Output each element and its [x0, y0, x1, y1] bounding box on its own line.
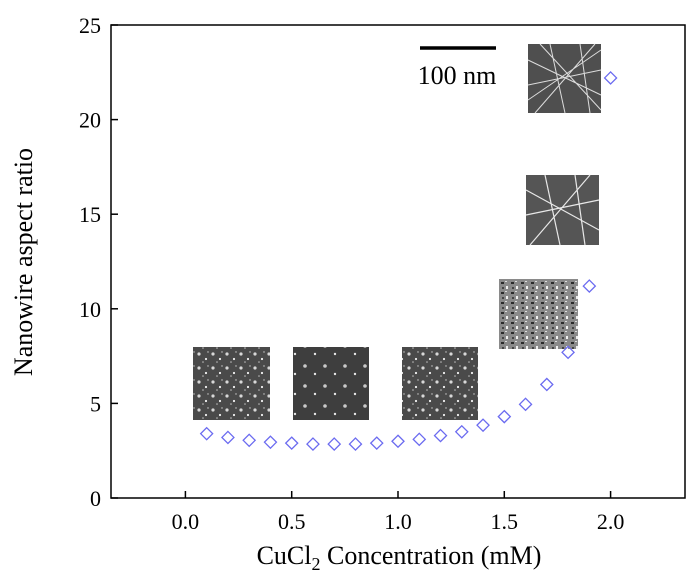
- x-axis-title-prefix: CuCl: [257, 541, 312, 570]
- data-point: [454, 424, 469, 439]
- data-point: [327, 437, 342, 451]
- data-point: [199, 426, 214, 441]
- data-points: [199, 71, 618, 451]
- y-tick-label: 0: [90, 486, 101, 511]
- y-tick-label: 10: [79, 297, 101, 322]
- data-point: [561, 345, 575, 360]
- data-point: [242, 433, 257, 448]
- data-point: [433, 428, 448, 443]
- y-tick-label: 15: [79, 202, 101, 227]
- data-point: [603, 71, 618, 85]
- x-tick-label: 2.0: [597, 509, 625, 534]
- data-point: [412, 432, 427, 447]
- data-point: [518, 397, 533, 412]
- x-axis-title-subscript: 2: [311, 554, 320, 574]
- y-tick-label: 5: [90, 391, 101, 416]
- data-point: [348, 437, 363, 451]
- sem-inset-6: [527, 43, 602, 114]
- y-axis-ticks: 0 5 10 15 20 25: [79, 13, 118, 511]
- y-axis-title: Nanowire aspect ratio: [9, 148, 38, 376]
- x-tick-label: 1.5: [491, 509, 519, 534]
- x-tick-label: 1.0: [384, 509, 412, 534]
- data-point: [369, 436, 384, 451]
- data-point: [221, 430, 235, 445]
- x-axis-title: CuCl2 Concentration (mM): [257, 541, 542, 574]
- data-point: [497, 409, 512, 424]
- sem-inset-4: [499, 279, 578, 349]
- data-point: [539, 377, 554, 392]
- x-axis-title-suffix: Concentration (mM): [320, 541, 541, 570]
- y-tick-label: 20: [79, 108, 101, 133]
- y-tick-label: 25: [79, 13, 101, 38]
- data-point: [306, 437, 320, 451]
- sem-inset-1: [193, 347, 270, 420]
- data-point: [263, 435, 278, 450]
- sem-inset-2: [293, 347, 369, 420]
- scale-bar-label: 100 nm: [418, 61, 497, 90]
- sem-inset-5: [525, 174, 600, 246]
- data-point: [284, 436, 299, 451]
- data-point: [476, 418, 490, 433]
- inset-images: [193, 43, 602, 420]
- sem-inset-3: [402, 347, 478, 420]
- x-axis-ticks: 0.0 0.5 1.0 1.5 2.0: [172, 491, 625, 534]
- data-point: [391, 434, 405, 449]
- x-tick-label: 0.0: [172, 509, 200, 534]
- x-tick-label: 0.5: [278, 509, 306, 534]
- data-point: [582, 279, 597, 294]
